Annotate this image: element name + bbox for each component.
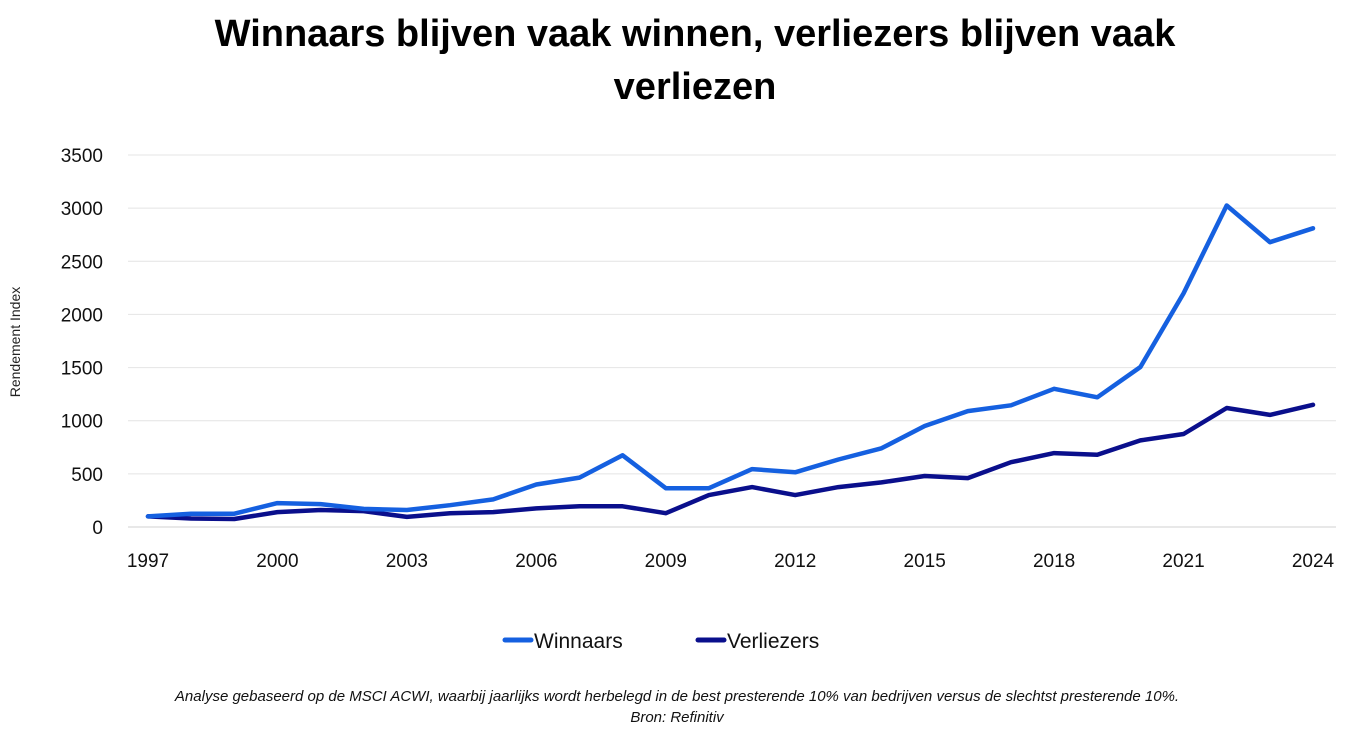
x-axis: 1997 2000 2003 2006 2009 2012 2015 2018 2021 2024 [127,551,1335,572]
y-tick-label: 500 [71,465,103,486]
legend-label-verliezers: Verliezers [727,630,819,653]
y-tick-label: 1000 [61,412,103,433]
y-axis-label: Rendement Index [7,287,23,398]
x-tick-label: 1997 [127,551,169,572]
series-lines [145,203,1316,522]
y-tick-label: 1500 [61,359,103,380]
legend-label-winnaars: Winnaars [534,630,623,653]
footnote: Analyse gebaseerd op de MSCI ACWI, waarb… [0,686,1354,728]
y-tick-label: 3500 [61,146,103,167]
y-tick-label: 2500 [61,252,103,273]
legend: Winnaars Verliezers [502,630,819,653]
series-line-winnaars [145,203,1316,519]
series-line-verliezers [145,402,1316,522]
x-tick-label: 2003 [386,551,428,572]
x-tick-label: 2012 [774,551,816,572]
x-tick-label: 2015 [904,551,946,572]
footnote-line-1: Analyse gebaseerd op de MSCI ACWI, waarb… [174,688,1180,705]
x-tick-label: 2024 [1292,551,1335,572]
chart-title: Winnaars blijven vaak winnen, verliezers… [214,13,1176,108]
x-tick-label: 2021 [1162,551,1204,572]
x-tick-label: 2000 [256,551,298,572]
y-tick-label: 0 [92,518,103,539]
footnote-source: Bron: Refinitiv [630,709,724,726]
x-tick-label: 2009 [645,551,687,572]
x-tick-label: 2006 [515,551,557,572]
y-axis: 0 500 1000 1500 2000 2500 3000 3500 [61,146,103,539]
gridlines [128,154,1336,528]
y-tick-label: 3000 [61,199,103,220]
x-tick-label: 2018 [1033,551,1075,572]
y-tick-label: 2000 [61,305,103,326]
